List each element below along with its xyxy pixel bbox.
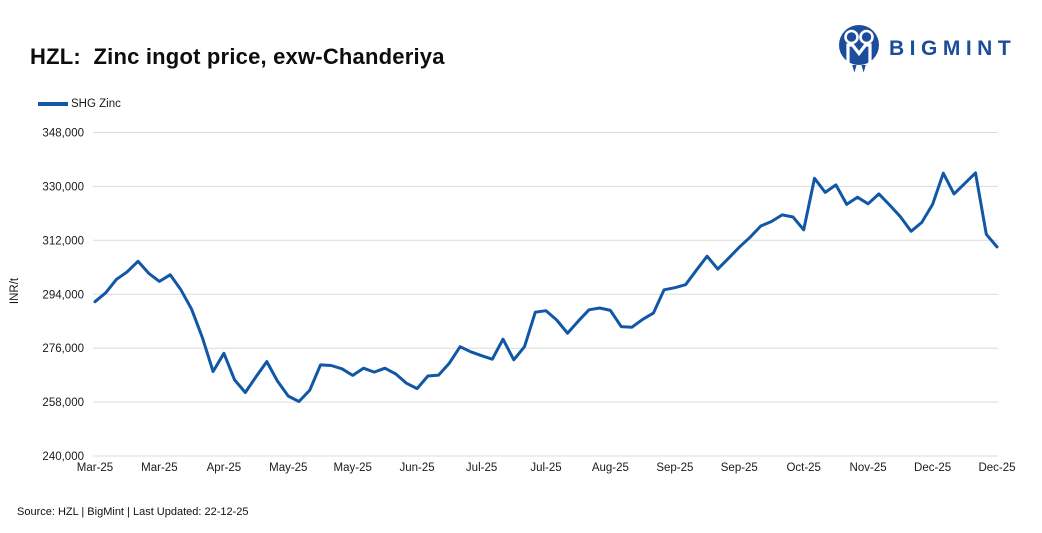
bigmint-logo-icon [839, 25, 879, 73]
y-tick-label: 276,000 [42, 343, 84, 355]
x-tick-label: May-25 [334, 462, 372, 474]
x-tick-label: Jun-25 [400, 462, 435, 474]
y-tick-label: 348,000 [42, 128, 84, 140]
y-tick-label: 312,000 [42, 235, 84, 247]
bigmint-logo: BIGMINT [836, 24, 1016, 73]
legend-line-swatch [38, 102, 68, 106]
x-tick-label: Jul-25 [530, 462, 561, 474]
x-tick-label: Apr-25 [207, 462, 242, 474]
x-tick-label: Sep-25 [656, 462, 693, 474]
x-tick-label: Jul-25 [466, 462, 497, 474]
y-tick-label: 258,000 [42, 397, 84, 409]
y-tick-label: 330,000 [42, 181, 84, 193]
bigmint-logo-text: BIGMINT [889, 37, 1017, 60]
x-tick-label: Oct-25 [786, 462, 821, 474]
chart-title: HZL: Zinc ingot price, exw-Chanderiya [30, 44, 445, 69]
x-tick-label: Dec-25 [978, 462, 1015, 474]
x-tick-label: May-25 [269, 462, 307, 474]
y-tick-label: 240,000 [42, 451, 84, 463]
price-line [93, 171, 999, 403]
x-tick-label: Sep-25 [721, 462, 758, 474]
source-note: Source: HZL | BigMint | Last Updated: 22… [17, 506, 249, 518]
x-tick-label: Nov-25 [850, 462, 887, 474]
x-tick-label: Dec-25 [914, 462, 951, 474]
legend: SHG Zinc [38, 97, 121, 111]
legend-label: SHG Zinc [71, 98, 121, 110]
x-tick-label: Mar-25 [77, 462, 113, 474]
x-tick-label: Aug-25 [592, 462, 629, 474]
y-tick-label: 294,000 [42, 289, 84, 301]
x-tick-label: Mar-25 [141, 462, 177, 474]
